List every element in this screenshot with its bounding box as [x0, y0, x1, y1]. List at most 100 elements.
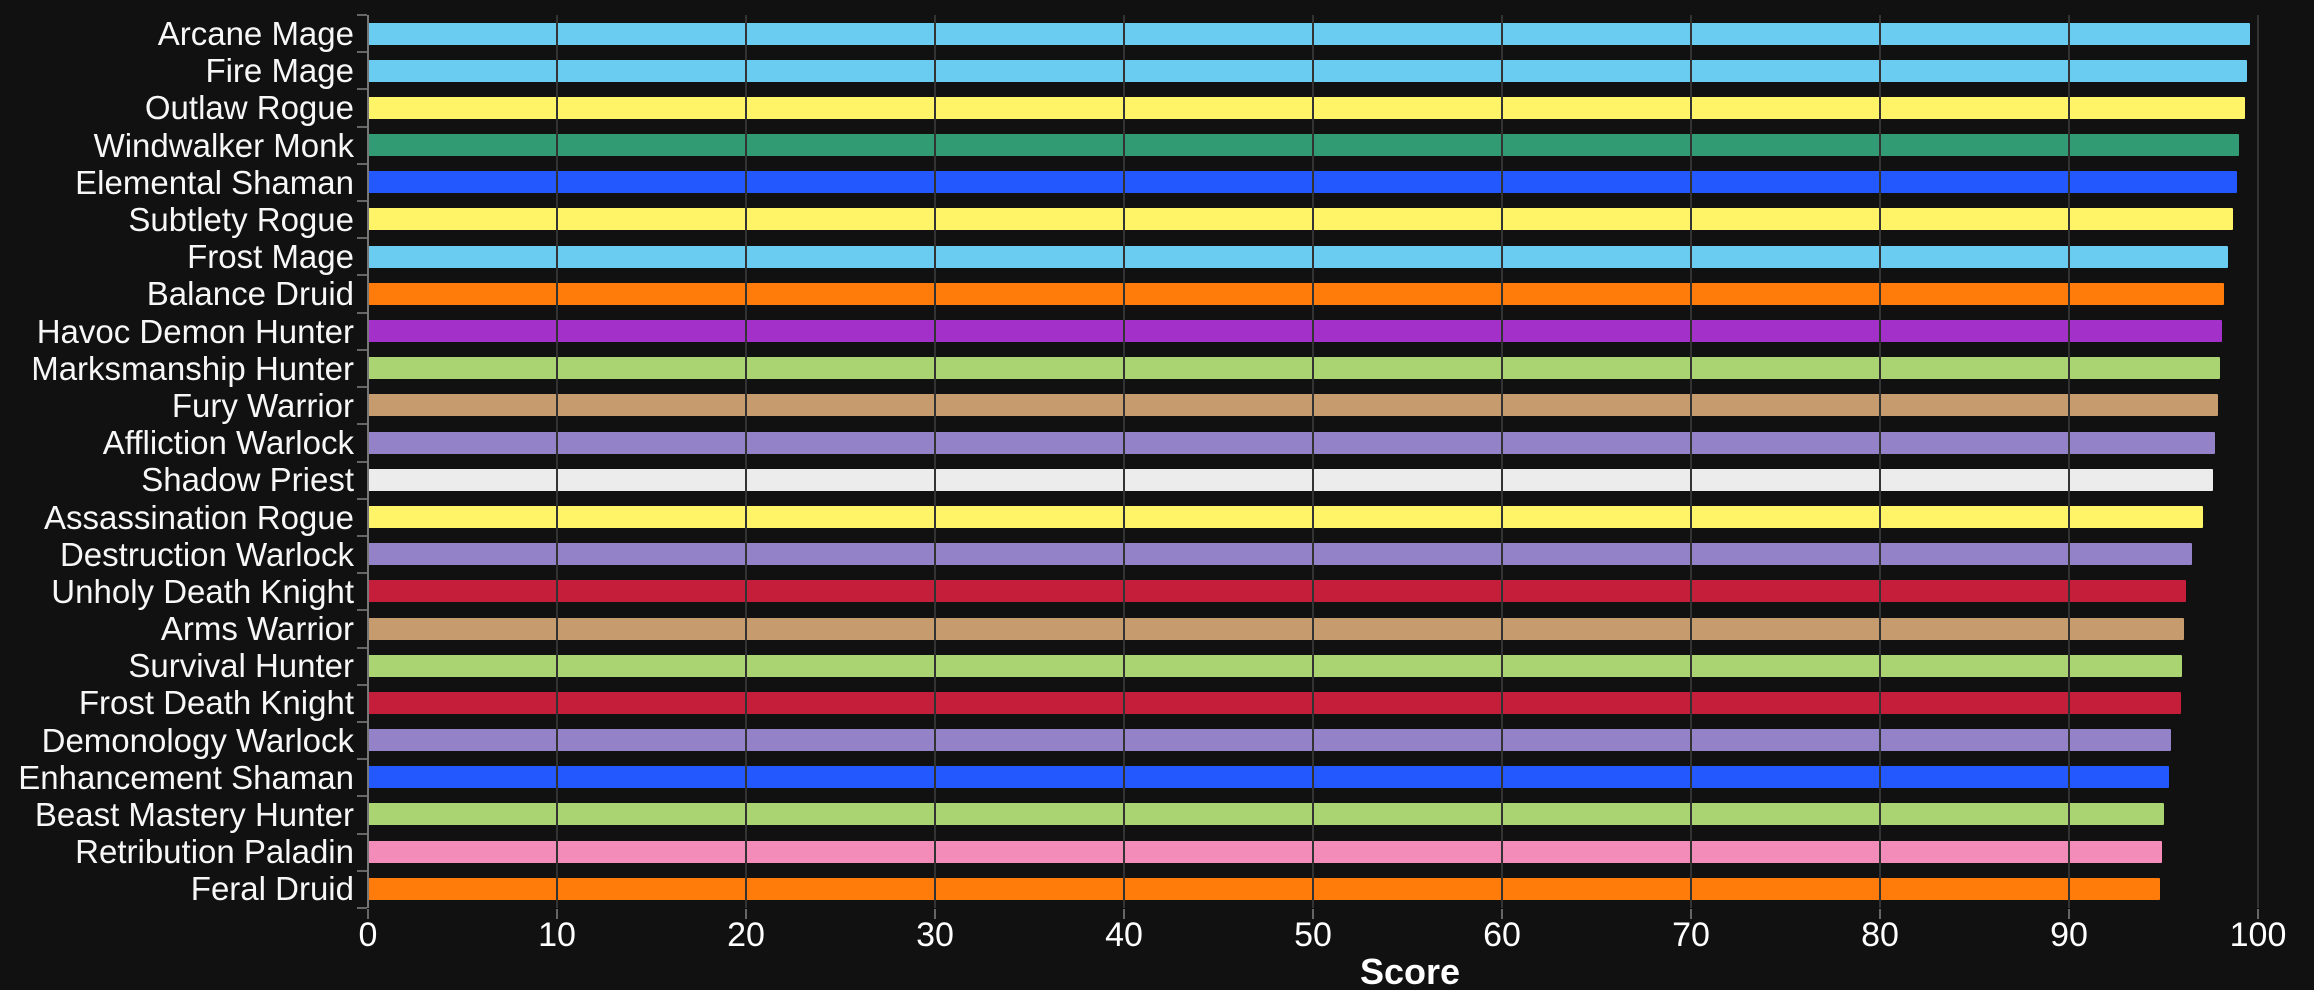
bar-subtlety-rogue[interactable]: [368, 208, 2234, 231]
x-tick-label-80: 80: [1861, 916, 1899, 954]
category-label-affliction-warlock: Affliction Warlock: [102, 424, 354, 462]
bar-track: [368, 89, 2258, 126]
category-label-subtlety-rogue: Subtlety Rogue: [128, 201, 354, 239]
bar-affliction-warlock[interactable]: [368, 431, 2215, 454]
category-label-elemental-shaman: Elemental Shaman: [75, 163, 354, 201]
chart-rows: Arcane Mage Fire Mage Outlaw Rogue Windwalk…: [0, 15, 2314, 908]
category-label-assassination-rogue: Assassination Rogue: [43, 498, 354, 536]
category-label-marksmanship-hunter: Marksmanship Hunter: [31, 349, 354, 387]
category-label-frost-death-knight: Frost Death Knight: [78, 684, 354, 722]
x-tick-label-100: 100: [2229, 916, 2287, 954]
bar-unholy-death-knight[interactable]: [368, 580, 2187, 603]
chart-row-havoc-demon-hunter: Havoc Demon Hunter: [0, 313, 2314, 350]
bar-track: [368, 759, 2258, 796]
chart-row-arcane-mage: Arcane Mage: [0, 15, 2314, 52]
bar-assassination-rogue[interactable]: [368, 505, 2204, 528]
chart-row-arms-warrior: Arms Warrior: [0, 610, 2314, 647]
bar-balance-druid[interactable]: [368, 282, 2224, 305]
chart-row-frost-death-knight: Frost Death Knight: [0, 684, 2314, 721]
category-label-demonology-warlock: Demonology Warlock: [41, 721, 354, 759]
x-tick-label-20: 20: [727, 916, 765, 954]
bar-havoc-demon-hunter[interactable]: [368, 320, 2223, 342]
category-label-enhancement-shaman: Enhancement Shaman: [18, 758, 354, 796]
bar-track: [368, 833, 2258, 870]
bar-arms-warrior[interactable]: [368, 617, 2185, 640]
x-axis-tick-labels: 0 10 20 30 40 50 60 70 80 90 100: [359, 916, 2287, 958]
chart-row-frost-mage: Frost Mage: [0, 238, 2314, 275]
bar-arcane-mage[interactable]: [368, 22, 2251, 45]
bar-track: [368, 498, 2258, 535]
bar-enhancement-shaman[interactable]: [368, 766, 2170, 789]
chart-row-enhancement-shaman: Enhancement Shaman: [0, 759, 2314, 796]
chart-row-fire-mage: Fire Mage: [0, 52, 2314, 89]
bar-track: [368, 201, 2258, 238]
category-label-windwalker-monk: Windwalker Monk: [93, 126, 354, 164]
x-tick-label-10: 10: [538, 916, 576, 954]
chart-row-demonology-warlock: Demonology Warlock: [0, 722, 2314, 759]
bar-track: [368, 238, 2258, 275]
category-label-fire-mage: Fire Mage: [205, 52, 354, 90]
bar-track: [368, 275, 2258, 312]
bar-frost-death-knight[interactable]: [368, 691, 2181, 714]
x-axis-title: Score: [1359, 951, 1461, 990]
x-tick-label-90: 90: [2050, 916, 2088, 954]
bar-fire-mage[interactable]: [368, 59, 2247, 82]
bar-track: [368, 536, 2258, 573]
x-tick-label-40: 40: [1105, 916, 1143, 954]
chart-row-retribution-paladin: Retribution Paladin: [0, 833, 2314, 870]
bar-frost-mage[interactable]: [368, 245, 2228, 268]
chart-row-marksmanship-hunter: Marksmanship Hunter: [0, 350, 2314, 387]
chart-row-fury-warrior: Fury Warrior: [0, 387, 2314, 424]
category-label-destruction-warlock: Destruction Warlock: [59, 535, 354, 573]
category-label-shadow-priest: Shadow Priest: [141, 461, 354, 499]
bar-outlaw-rogue[interactable]: [368, 96, 2245, 119]
x-tick-label-0: 0: [358, 916, 378, 954]
bar-track: [368, 127, 2258, 164]
category-label-arms-warrior: Arms Warrior: [160, 610, 354, 648]
chart-row-subtlety-rogue: Subtlety Rogue: [0, 201, 2314, 238]
bar-track: [368, 870, 2258, 907]
bar-retribution-paladin[interactable]: [368, 840, 2162, 863]
bar-beast-mastery-hunter[interactable]: [368, 803, 2164, 826]
category-label-havoc-demon-hunter: Havoc Demon Hunter: [36, 312, 354, 350]
bar-track: [368, 424, 2258, 461]
category-label-beast-mastery-hunter: Beast Mastery Hunter: [34, 796, 354, 834]
bar-destruction-warlock[interactable]: [368, 543, 2192, 566]
category-label-unholy-death-knight: Unholy Death Knight: [51, 572, 354, 610]
category-label-survival-hunter: Survival Hunter: [128, 647, 354, 685]
chart-row-elemental-shaman: Elemental Shaman: [0, 164, 2314, 201]
bar-shadow-priest[interactable]: [368, 468, 2213, 491]
chart-row-shadow-priest: Shadow Priest: [0, 461, 2314, 498]
chart-row-survival-hunter: Survival Hunter: [0, 647, 2314, 684]
x-tick-label-70: 70: [1672, 916, 1710, 954]
chart-row-feral-druid: Feral Druid: [0, 870, 2314, 907]
chart-row-balance-druid: Balance Druid: [0, 275, 2314, 312]
bar-track: [368, 796, 2258, 833]
bar-demonology-warlock[interactable]: [368, 729, 2172, 752]
category-label-balance-druid: Balance Druid: [146, 275, 354, 313]
category-label-retribution-paladin: Retribution Paladin: [75, 833, 354, 871]
bar-track: [368, 164, 2258, 201]
chart-row-beast-mastery-hunter: Beast Mastery Hunter: [0, 796, 2314, 833]
bar-feral-druid[interactable]: [368, 877, 2160, 900]
bar-windwalker-monk[interactable]: [368, 134, 2240, 157]
x-tick-label-50: 50: [1294, 916, 1332, 954]
category-label-frost-mage: Frost Mage: [187, 238, 354, 276]
chart-row-destruction-warlock: Destruction Warlock: [0, 536, 2314, 573]
bar-marksmanship-hunter[interactable]: [368, 357, 2221, 380]
bar-track: [368, 387, 2258, 424]
bar-track: [368, 573, 2258, 610]
chart-row-windwalker-monk: Windwalker Monk: [0, 127, 2314, 164]
bar-track: [368, 610, 2258, 647]
bar-track: [368, 647, 2258, 684]
bar-track: [368, 461, 2258, 498]
category-label-arcane-mage: Arcane Mage: [157, 15, 354, 53]
bar-track: [368, 350, 2258, 387]
bar-track: [368, 15, 2258, 52]
bar-fury-warrior[interactable]: [368, 394, 2219, 417]
category-label-outlaw-rogue: Outlaw Rogue: [144, 89, 354, 127]
x-tick-label-60: 60: [1483, 916, 1521, 954]
bar-elemental-shaman[interactable]: [368, 171, 2238, 194]
bar-survival-hunter[interactable]: [368, 654, 2183, 677]
